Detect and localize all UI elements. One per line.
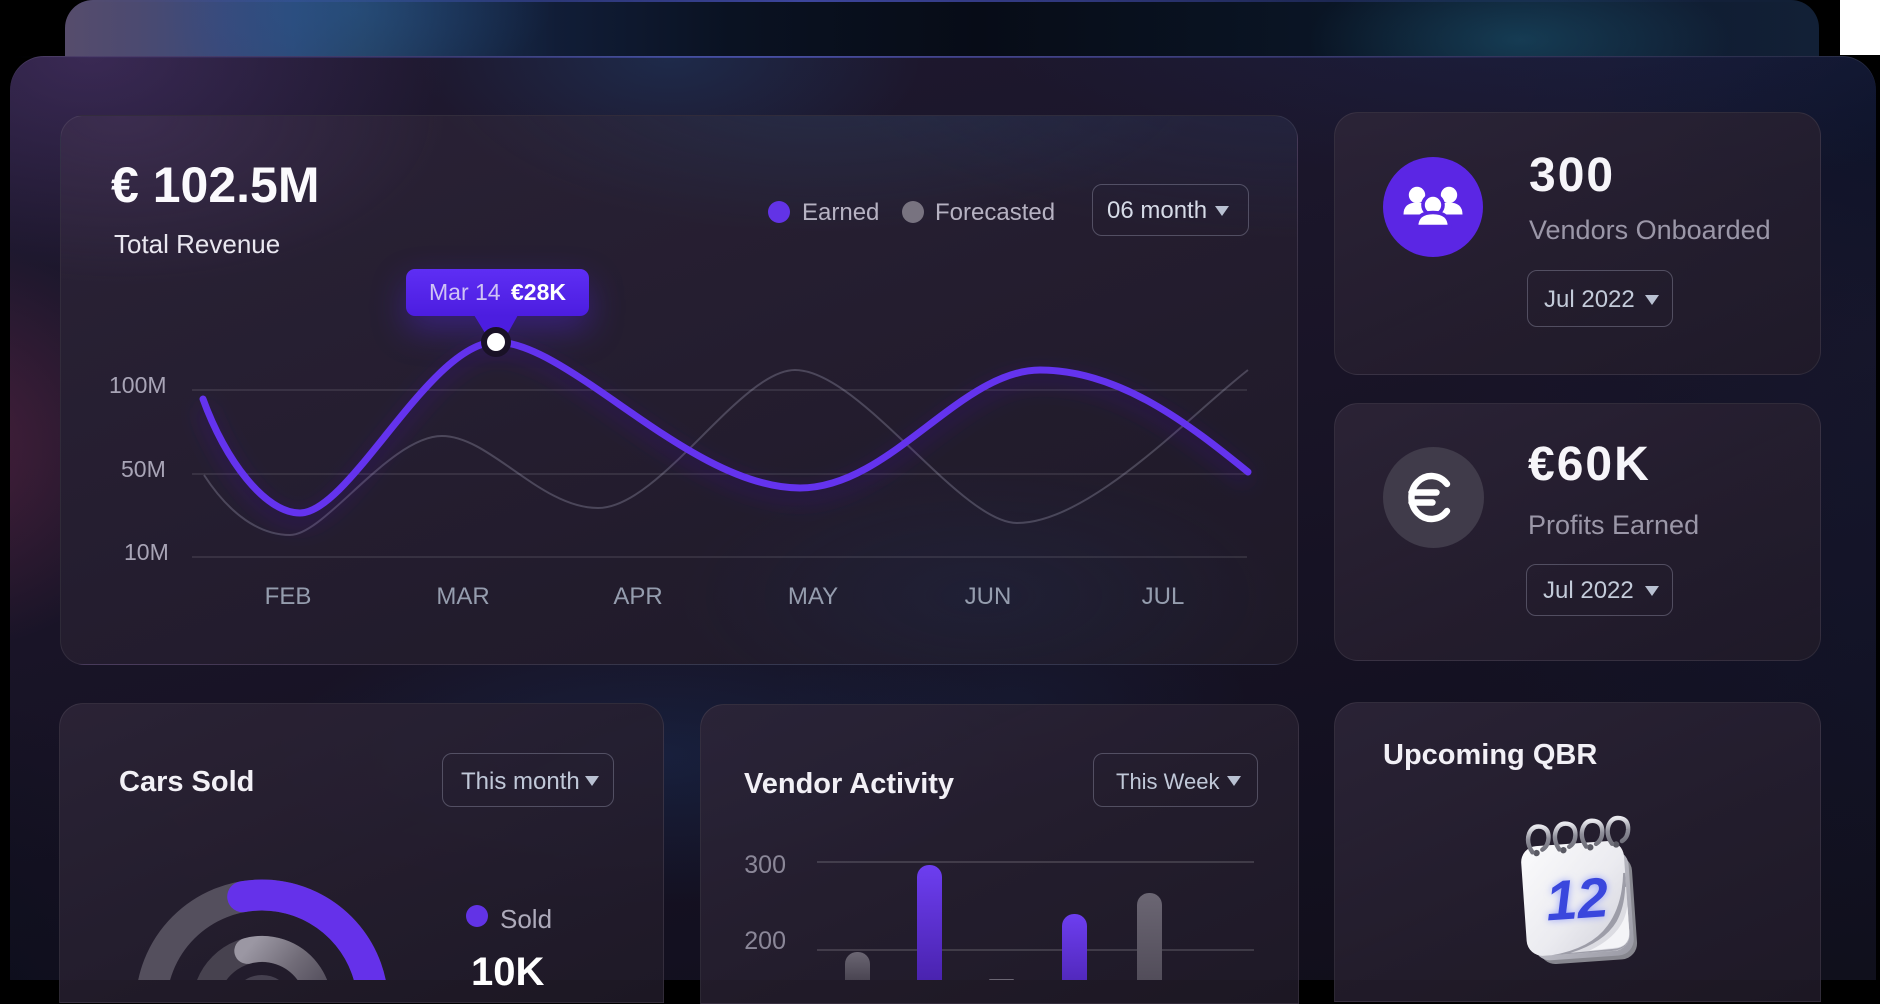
svg-text:12: 12 bbox=[1544, 865, 1611, 932]
svg-text:12: 12 bbox=[1544, 865, 1611, 932]
